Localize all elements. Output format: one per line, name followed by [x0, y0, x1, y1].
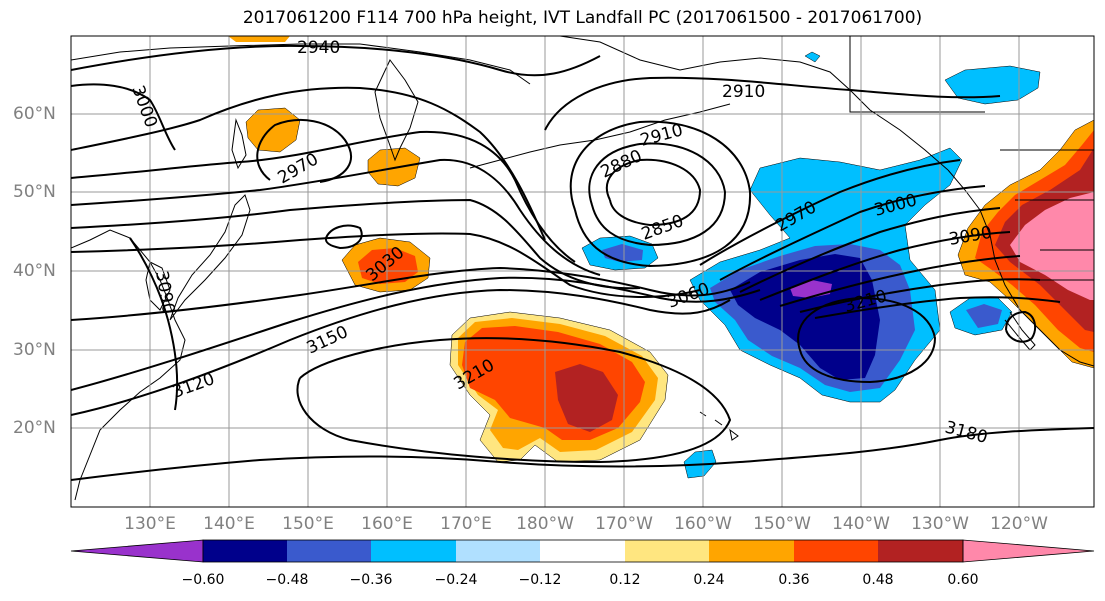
positive-anomaly-us-west-coast-core: [1010, 192, 1094, 300]
contour-northwest-pacific-e: [71, 232, 701, 298]
colorbar-tick-label: −0.24: [434, 572, 478, 588]
contour-3210-central-loop: [296, 337, 732, 464]
map-frame: [70, 35, 1095, 508]
colorbar-extend-low: [70, 539, 204, 563]
lon-label-130w: 130°W: [911, 514, 969, 534]
lat-label-50n: 50°N: [13, 182, 56, 202]
colorbar-tick-label: 0.36: [778, 572, 810, 588]
contour-3030-kuroshio: [324, 224, 363, 250]
colorbar-bin: [878, 540, 963, 562]
colorbar-tick-label: −0.60: [181, 572, 225, 588]
height-contours: [71, 44, 1094, 481]
colorbar-tick-label: 0.12: [609, 572, 641, 588]
positive-anomaly-central-pacific-core: [555, 364, 618, 432]
coastline-korea: [145, 261, 171, 311]
negative-anomaly-california-coast-blue: [966, 304, 1002, 328]
contour-3090-east: [779, 255, 1021, 307]
lon-label-120w: 120°W: [990, 514, 1048, 534]
coastline-kamchatka: [374, 59, 419, 162]
contour-2910-north: [544, 76, 1001, 131]
lon-label-160e: 160°E: [361, 514, 413, 534]
lon-label-130e: 130°E: [124, 514, 176, 534]
colorbar-bin: [794, 540, 878, 562]
colorbar-bin: [203, 540, 287, 562]
contour-northwest-pacific-c: [71, 158, 601, 276]
contour-3150-east: [814, 296, 1061, 319]
contour-3120: [71, 288, 731, 416]
negative-anomaly-northeast-pacific-navy: [730, 254, 880, 380]
canada-border: [849, 36, 985, 113]
lon-label-150w: 150°W: [753, 514, 811, 534]
colorbar-bin: [456, 540, 540, 562]
contour-2880-low: [588, 142, 727, 247]
contour-3000-east: [719, 185, 986, 281]
contour-northwest-pacific-b: [71, 130, 576, 263]
colorbar-tick-label: −0.36: [349, 572, 393, 588]
contour-2850-low: [605, 158, 702, 227]
contour-3210-subtropical-high: [797, 296, 937, 384]
colorbar-tick-label: −0.12: [518, 572, 562, 588]
colorbar-bin: [540, 540, 625, 562]
contour-3060-east: [759, 231, 1011, 301]
baja-california: [1004, 311, 1036, 351]
lon-label-170w: 170°W: [595, 514, 653, 534]
colorbar-bin: [709, 540, 794, 562]
lon-label-160w: 160°W: [674, 514, 732, 534]
lat-label-20n: 20°N: [13, 418, 56, 438]
contour-2910-low: [569, 120, 752, 268]
contour-northwest-pacific-d: [71, 198, 641, 290]
lat-label-30n: 30°N: [13, 340, 56, 360]
colorbar-tick-label: 0.48: [862, 572, 894, 588]
contour-label: 2910: [722, 82, 765, 102]
lon-label-140e: 140°E: [203, 514, 255, 534]
contour-3030-east: [739, 207, 1001, 293]
colorbar-tick-label: −0.48: [265, 572, 309, 588]
contour-2970-loop: [256, 119, 352, 183]
colorbar-tick-label: 0.24: [693, 572, 725, 588]
lon-label-140w: 140°W: [832, 514, 890, 534]
positive-anomaly-northeast-asia: [245, 107, 301, 153]
colorbar-tick-label: 0.60: [947, 572, 979, 588]
positive-anomaly-east-of-japan-red: [358, 248, 418, 284]
lat-label-60n: 60°N: [13, 104, 56, 124]
lat-label-40n: 40°N: [13, 261, 56, 281]
colorbar-extend-high: [962, 539, 1095, 563]
lon-label-180w: 180°W: [516, 514, 574, 534]
contour-label: 2940: [297, 38, 340, 58]
contour-3060: [71, 266, 751, 321]
lon-label-170e: 170°E: [440, 514, 492, 534]
coastline-japan: [169, 194, 251, 321]
contour-northwest-pacific-a: [71, 86, 546, 241]
colorbar-bin: [625, 540, 709, 562]
colorbar: [70, 539, 1095, 563]
figure-title: 2017061200 F114 700 hPa height, IVT Land…: [242, 8, 923, 28]
negative-anomaly-gulf-of-alaska-small: [804, 51, 821, 63]
positive-anomaly-top-edge: [228, 36, 290, 42]
contour-2970-east: [699, 159, 961, 266]
coastline-north-america: [947, 169, 1094, 367]
coastline-alaska: [559, 36, 949, 171]
colorbar-frame: [202, 539, 964, 563]
colorbar-bin: [371, 540, 456, 562]
coastline-asia: [71, 229, 186, 501]
colorbar-bin: [287, 540, 371, 562]
contour-2940: [71, 44, 601, 77]
state-borders: [1000, 149, 1094, 281]
contour-3000-northwest: [71, 83, 176, 151]
contour-3120-east: [799, 278, 1041, 313]
contour-california-high: [1005, 310, 1037, 343]
coastline-siberia: [71, 43, 531, 85]
negative-anomaly-canada: [944, 65, 1041, 105]
map-panel: 2940 2910 3000 2970 2910 2880 2850 2970 …: [70, 35, 1095, 508]
lon-label-150e: 150°E: [282, 514, 334, 534]
contour-3150: [71, 276, 761, 391]
contour-3180: [71, 427, 1094, 481]
contour-3090-japan: [129, 237, 179, 411]
